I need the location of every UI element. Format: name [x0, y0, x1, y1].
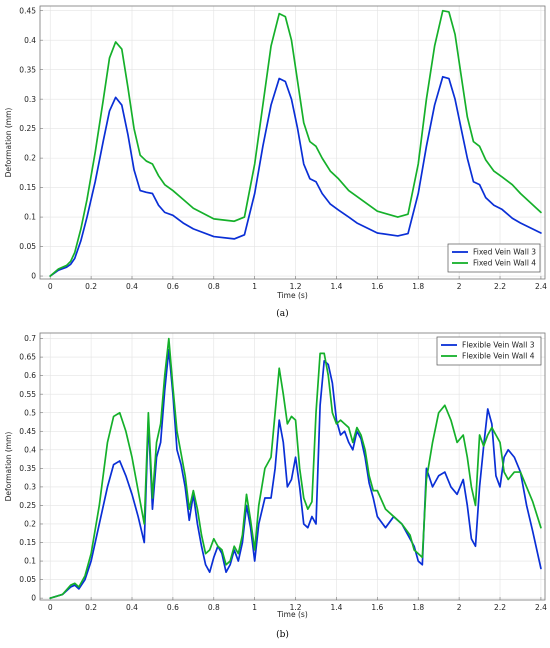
x-tick-label: 2 — [457, 603, 462, 612]
x-tick-label: 1.4 — [330, 603, 342, 612]
series-line-2 — [49, 9, 542, 277]
series-line-1 — [49, 75, 542, 277]
x-tick-label: 1.8 — [412, 282, 424, 291]
x-tick-label: 1 — [252, 603, 257, 612]
x-tick-label: 1.2 — [290, 282, 302, 291]
x-tick-label: 0.8 — [208, 603, 220, 612]
x-tick-label: 1.2 — [290, 603, 302, 612]
y-tick-label: 0 — [31, 272, 36, 281]
legend-label-2: Fixed Vein Wall 4 — [473, 259, 536, 268]
x-tick-label: 0.4 — [126, 282, 138, 291]
legend-label-1: Flexible Vein Wall 3 — [462, 341, 535, 350]
y-tick-label: 0.25 — [19, 124, 36, 133]
x-tick-label: 1.6 — [371, 282, 383, 291]
y-tick-label: 0.2 — [24, 154, 36, 163]
y-tick-label: 0.6 — [24, 371, 36, 380]
y-tick-label: 0.35 — [19, 65, 36, 74]
y-tick-label: 0.45 — [19, 6, 36, 15]
legend-box — [436, 336, 542, 366]
legend-label-1: Fixed Vein Wall 3 — [473, 248, 536, 257]
x-tick-label: 0 — [48, 603, 53, 612]
x-tick-label: 0.8 — [208, 282, 220, 291]
y-tick-label: 0.3 — [24, 95, 36, 104]
x-axis-title: Time (s) — [276, 610, 308, 619]
y-tick-label: 0.05 — [19, 575, 36, 584]
y-tick-label: 0.2 — [24, 520, 36, 529]
y-tick-label: 0.15 — [19, 183, 36, 192]
series-line-1 — [49, 348, 542, 600]
chart-panel-a: 0 0.2 0.4 0.6 0.8 1 1.2 1.4 1.6 1.8 2 2.2 2.4 0 0.05 0.… — [4, 5, 547, 319]
y-tick-label: 0.45 — [19, 427, 36, 436]
x-tick-label: 1 — [252, 282, 257, 291]
y-tick-label: 0.4 — [24, 445, 36, 454]
y-tick-label: 0.4 — [24, 36, 36, 45]
series-line-2 — [49, 337, 542, 600]
x-tick-label: 2 — [457, 282, 462, 291]
panel-label: (a) — [276, 308, 288, 319]
x-tick-label: 0.4 — [126, 603, 138, 612]
y-tick-label: 0.1 — [24, 557, 36, 566]
legend: Flexible Vein Wall 3 Flexible Vein Wall 4 — [436, 336, 542, 366]
plot-frame — [39, 5, 546, 280]
x-tick-label: 1.8 — [412, 603, 424, 612]
y-tick-label: 0.05 — [19, 242, 36, 251]
x-tick-label: 0.6 — [167, 282, 179, 291]
x-tick-label: 2.2 — [494, 603, 506, 612]
y-tick-label: 0.25 — [19, 501, 36, 510]
x-tick-label: 2.2 — [494, 282, 506, 291]
x-tick-label: 1.6 — [371, 603, 383, 612]
y-tick-label: 0.35 — [19, 464, 36, 473]
y-tick-label: 0.65 — [19, 353, 36, 362]
chart-panel-b: 0 0.2 0.4 0.6 0.8 1 1.2 1.4 1.6 1.8 2 2.2 2.4 0 0.05 0.… — [4, 332, 547, 640]
plot-frame — [39, 332, 546, 601]
y-tick-label: 0.7 — [24, 334, 36, 343]
y-axis-title: Deformation (mm) — [4, 432, 13, 502]
x-tick-label: 0.2 — [85, 603, 97, 612]
panel-label: (b) — [276, 629, 289, 640]
legend: Fixed Vein Wall 3 Fixed Vein Wall 4 — [447, 243, 541, 273]
legend-box — [447, 243, 541, 273]
legend-label-2: Flexible Vein Wall 4 — [462, 352, 535, 361]
y-tick-label: 0.1 — [24, 213, 36, 222]
y-tick-label: 0.3 — [24, 482, 36, 491]
y-tick-label: 0.55 — [19, 390, 36, 399]
y-axis-title: Deformation (mm) — [4, 108, 13, 178]
y-tick-label: 0.5 — [24, 408, 36, 417]
x-axis-title: Time (s) — [276, 291, 308, 300]
x-tick-label: 0.6 — [167, 603, 179, 612]
x-tick-label: 2.4 — [535, 603, 547, 612]
y-tick-label: 0 — [31, 594, 36, 603]
y-tick-label: 0.15 — [19, 538, 36, 547]
x-tick-label: 1.4 — [330, 282, 342, 291]
x-tick-label: 2.4 — [535, 282, 547, 291]
x-tick-label: 0.2 — [85, 282, 97, 291]
plot-area — [40, 333, 545, 600]
x-tick-label: 0 — [48, 282, 53, 291]
